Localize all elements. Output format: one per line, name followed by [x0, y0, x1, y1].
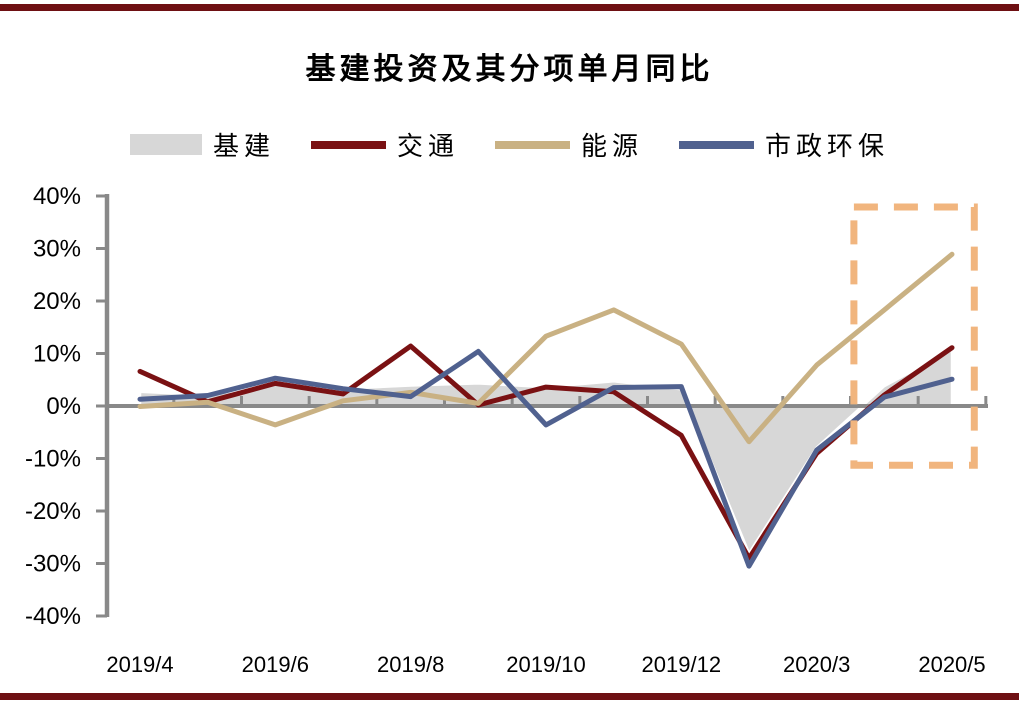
x-axis-tick-label: 2019/12 [642, 652, 722, 677]
y-axis-tick-label: -10% [25, 446, 81, 473]
y-axis-tick-label: 40% [33, 183, 81, 210]
y-axis-tick-label: -30% [25, 551, 81, 578]
highlight-dashed-box [850, 203, 978, 469]
legend-line-swatch [495, 140, 570, 149]
y-axis-tick-label: -20% [25, 498, 81, 525]
x-axis-tick-label: 2019/6 [242, 652, 309, 677]
legend-label: 能源 [581, 132, 644, 161]
y-axis-tick-label: 0% [46, 393, 81, 420]
x-axis-tick-label: 2019/8 [377, 652, 444, 677]
line-series-0 [137, 343, 955, 561]
chart-legend: 基建 交通 能源 市政环保 [0, 126, 1019, 163]
line-series-1 [137, 251, 955, 445]
legend-label: 市政环保 [765, 132, 890, 161]
bottom-border-rule [0, 693, 1019, 700]
legend-area-swatch [129, 134, 202, 155]
y-axis-tick-label: 30% [33, 236, 81, 263]
y-axis-tick-label: 10% [33, 341, 81, 368]
legend-line-swatch [310, 140, 386, 149]
legend-label: 基建 [212, 132, 275, 161]
legend-item-0: 基建 [129, 126, 275, 163]
x-axis-tick-label: 2020/3 [783, 652, 850, 677]
x-axis-tick-label: 2019/4 [106, 652, 173, 677]
legend-item-1: 交通 [310, 126, 459, 163]
y-axis-tick-label: 20% [33, 288, 81, 315]
legend-item-2: 能源 [495, 126, 643, 163]
x-axis-tick-label: 2020/5 [918, 652, 985, 677]
y-axis-tick-label: -40% [25, 603, 81, 630]
chart-title: 基建投资及其分项单月同比 [305, 53, 714, 86]
legend-line-swatch [679, 140, 755, 149]
top-border-rule [0, 4, 1019, 11]
legend-label: 交通 [396, 132, 459, 161]
x-axis-tick-label: 2019/10 [506, 652, 586, 677]
line-series-2 [137, 348, 955, 569]
legend-item-3: 市政环保 [679, 126, 889, 163]
